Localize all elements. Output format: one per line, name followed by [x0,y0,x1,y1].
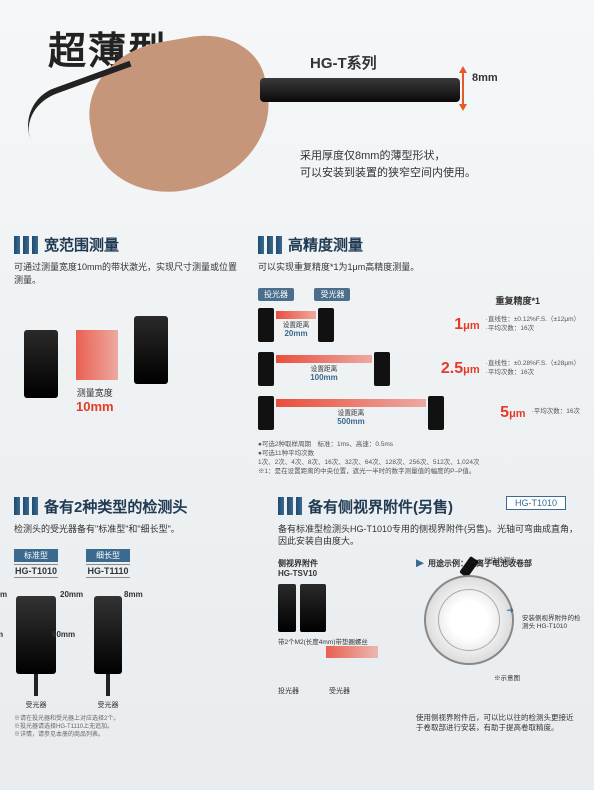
depth-dim: 8mm [124,590,143,599]
sensor-with-accessory [278,584,296,632]
emitter-label: 投光器 [258,288,294,301]
accessory-note: 带2个M2(长度4mm)带垫圈螺丝 [278,636,398,646]
side-beam [326,646,378,658]
measure-width-label: 测量宽度10mm [76,386,114,414]
section-title: 备有2种类型的检测头 [44,496,187,517]
width-dim: 20mm [60,590,83,599]
receiver-sensor [134,316,168,384]
precision-notes: ●可选2种取样周期 标准：1ms、高速：0.5ms●可选11种平均次数1次、2次… [258,440,580,476]
height-dim: 60mm [0,630,3,639]
model-number: HG-T1110 [86,564,130,578]
precision-row: 设置距离500mm5μm·平均次数：16次 [258,396,580,430]
hero-description: 采用厚度仅8mm的薄型形状， 可以安装到装置的狭窄空间内使用。 [300,148,476,181]
series-label: HG-T系列 [310,52,377,73]
section-title: 宽范围测量 [44,234,119,255]
receiver-label: 受光器 [314,288,350,301]
hand-illustration [50,30,330,210]
height-dim: 60mm [52,630,75,639]
accessory-model: HG-TSV10 [278,569,398,578]
accessory-title: 侧视界附件 [278,558,398,569]
hero-section: 超薄型 HG-T系列 8mm 采用厚度仅8mm的薄型形状， 可以安装到装置的狭窄… [0,0,594,220]
model-tag: HG-T1010 [506,496,566,510]
section-title: 高精度测量 [288,234,363,255]
callout-new: 安装侧视界附件的检测头 HG-T1010 [522,615,582,631]
diagram-note: ※示意图 [494,675,520,683]
section-bars-icon [14,497,38,515]
section-bars-icon [14,236,38,254]
section-bars-icon [258,236,282,254]
emitter-sensor [24,330,58,398]
type-badge: 标准型 [14,549,58,562]
precision-section: 高精度测量 可以实现重复精度*1为1μm高精度测量。 投光器 受光器 重复精度*… [258,234,580,478]
precision-value: 5μm [500,404,525,422]
sensor-with-accessory [300,584,326,632]
precision-row: 设置距离20mm1μm·直线性：±0.12%F.S.（±12μm） ·平均次数：… [258,308,580,342]
section-subtitle: 可以实现重复精度*1为1μm高精度测量。 [258,261,580,274]
precision-value: 2.5μm [441,360,480,378]
section-title: 备有侧视界附件(另售) [308,496,453,517]
type-notes: ※请在投光器和受光器上对应选择2个。 ※投光器请选择HG-T1110上无追加。 … [14,716,264,739]
narrow-type: 细长型 HG-T1110 20mm 8mm 60mm 受光器 [86,545,130,710]
section-subtitle: 可通过测量宽度10mm的带状激光，实现尺寸测量或位置测量。 [14,261,244,286]
sensor-types-section: 备有2种类型的检测头 检测头的受光器备有"标准型"和"细长型"。 标准型 HG-… [14,496,264,740]
callout-previous: 以往检测头 [484,557,517,565]
usage-example: 用途示例：锂离子电池收卷部 以往检测头 ➜ 安装侧视界附件的检测头 HG-T10… [416,558,580,734]
width-dim: 30mm [0,590,7,599]
precision-value: 1μm [454,316,479,334]
model-number: HG-T1010 [14,564,58,578]
emitter-label: 投光器 [278,686,299,696]
section-bars-icon [278,497,302,515]
battery-coil-icon: ➜ [424,575,514,665]
laser-beam [76,330,118,380]
section-subtitle: 检测头的受光器备有"标准型"和"细长型"。 [14,523,264,536]
sensor-illustration [260,78,460,102]
receiver-label: 受光器 [14,700,58,710]
accessory-figure: 侧视界附件 HG-TSV10 带2个M2(长度4mm)带垫圈螺丝 投光器 受光器 [278,558,398,734]
side-view-section: 备有侧视界附件(另售) HG-T1010 备有标准型检测头HG-T1010专用的… [278,496,580,740]
type-badge: 细长型 [86,549,130,562]
side-description: 使用侧视界附件后，可以比以往的检测头更接近于卷取部进行安装，有助于提高卷取精度。 [416,713,580,734]
wide-range-section: 宽范围测量 可通过测量宽度10mm的带状激光，实现尺寸测量或位置测量。 测量宽度… [14,234,244,478]
dimension-line [462,72,464,106]
repeat-precision-label: 重复精度*1 [495,294,540,307]
precision-row: 设置距离100mm2.5μm·直线性：±0.28%F.S.（±28μm） ·平均… [258,352,580,386]
receiver-label: 受光器 [329,686,350,696]
thickness-value: 8mm [472,72,498,84]
receiver-label: 受光器 [86,700,130,710]
standard-type: 标准型 HG-T1010 30mm 60mm 受光器 [14,545,58,710]
section-subtitle: 备有标准型检测头HG-T1010专用的侧视界附件(另售)。光轴可弯曲成直角，因此… [278,523,580,548]
